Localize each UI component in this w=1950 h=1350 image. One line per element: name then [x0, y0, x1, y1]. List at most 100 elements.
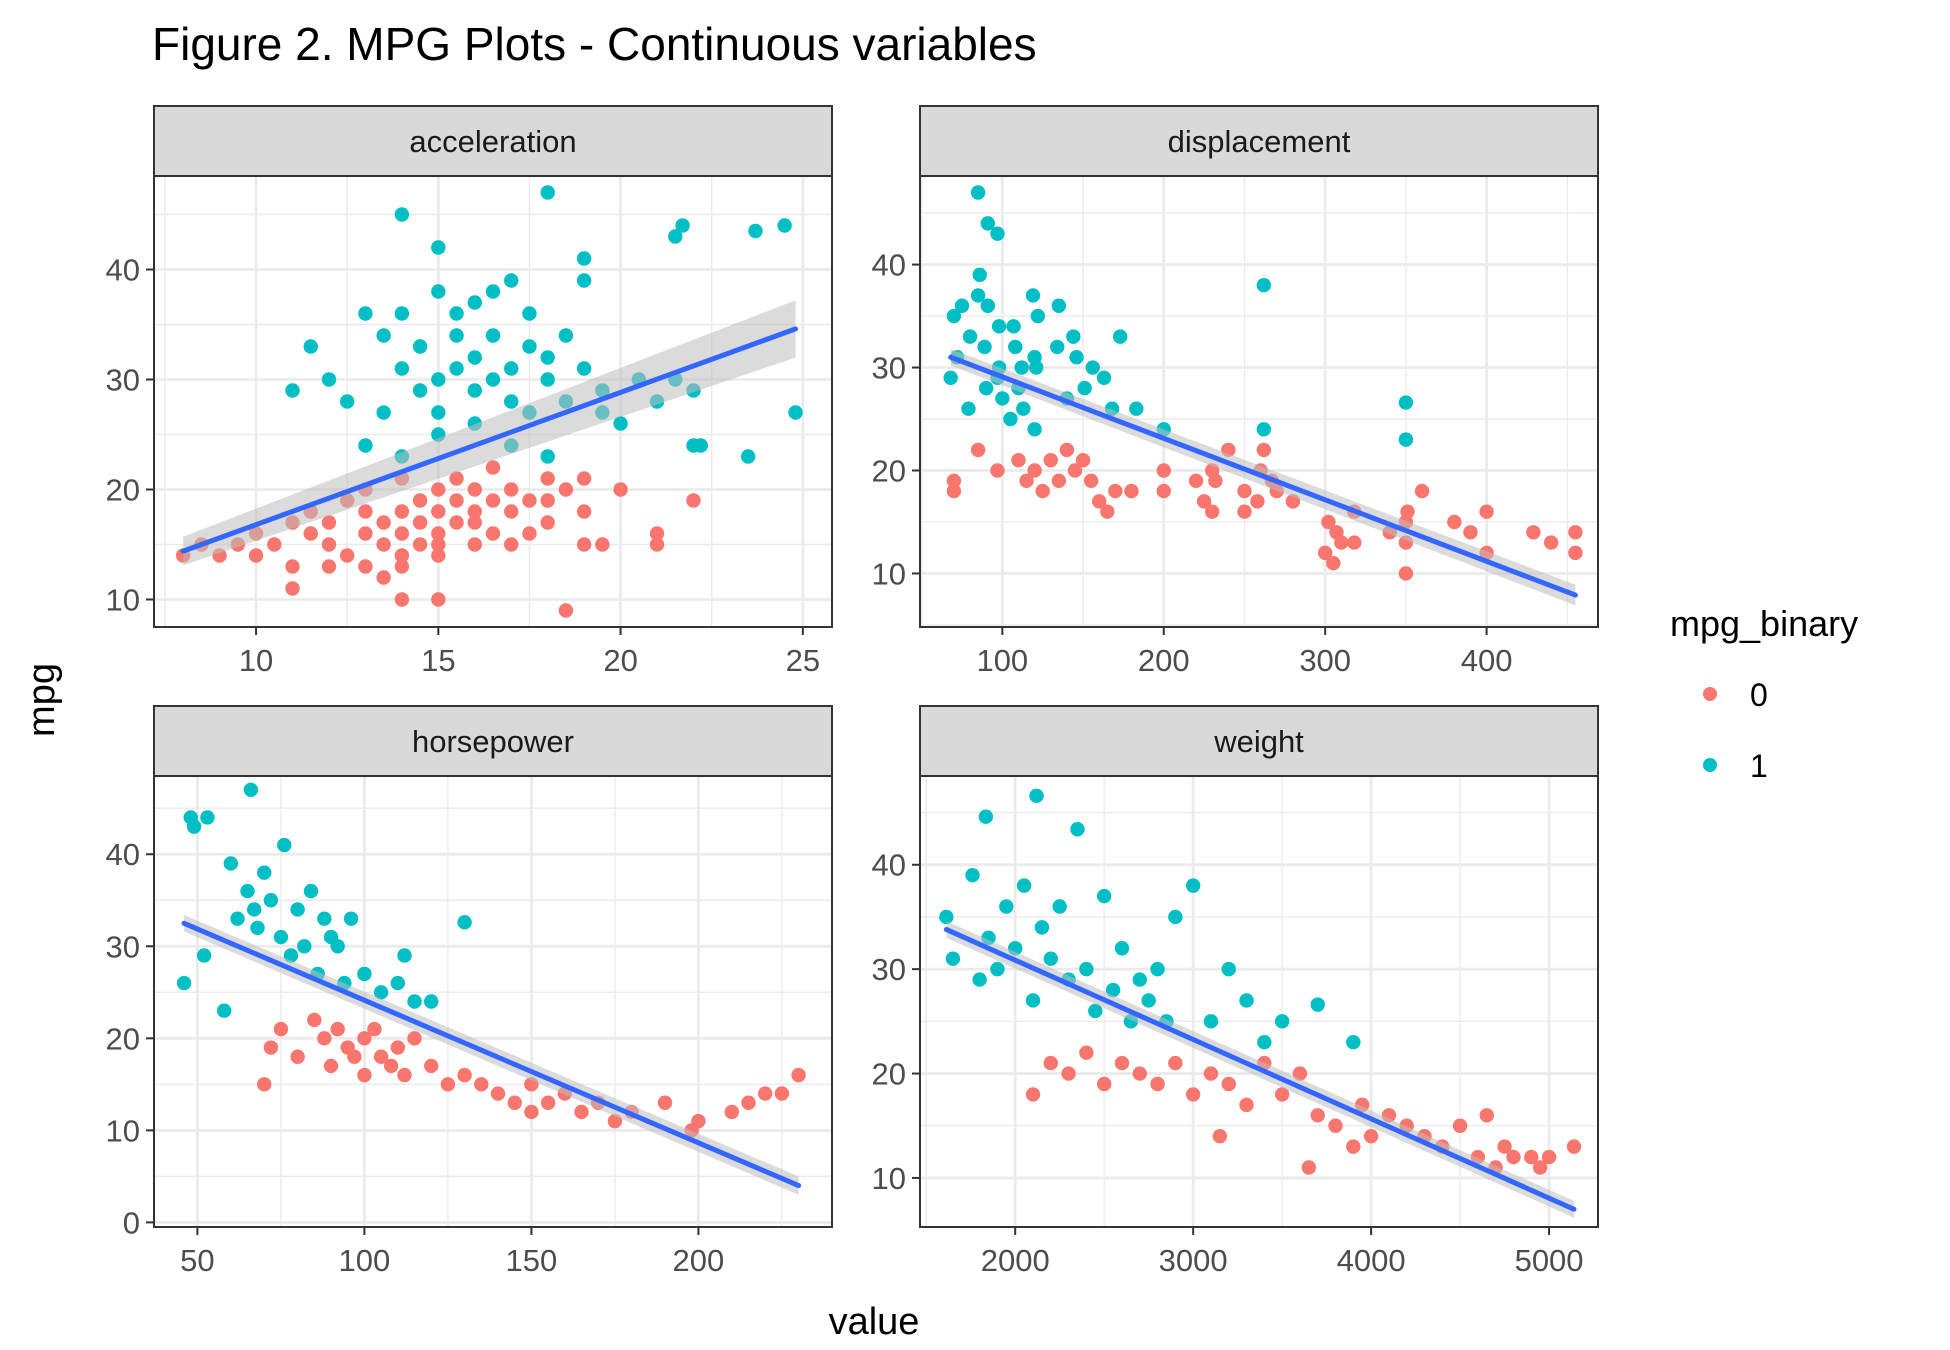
data-point-displacement-class-1 [1096, 370, 1112, 386]
data-point-displacement-class-1 [1027, 422, 1042, 437]
data-point-weight-class-0 [1566, 1139, 1582, 1154]
y-tick-label-acceleration: 20 [106, 473, 140, 508]
data-point-horsepower-class-0 [323, 1058, 339, 1074]
data-point-weight-class-1 [1088, 1003, 1103, 1019]
data-point-horsepower-class-0 [657, 1095, 673, 1110]
fit-line-weight [943, 926, 1577, 1212]
data-point-horsepower-class-1 [457, 915, 472, 930]
data-point-acceleration-class-0 [394, 504, 410, 519]
data-point-horsepower-class-0 [440, 1077, 456, 1092]
data-point-acceleration-class-0 [267, 537, 282, 552]
y-tick-label-horsepower: 20 [106, 1021, 140, 1056]
data-point-displacement-class-0 [1463, 525, 1478, 540]
data-point-weight-class-1 [1025, 993, 1041, 1008]
data-point-acceleration-class-1 [339, 394, 355, 409]
data-point-horsepower-class-0 [273, 1021, 289, 1037]
data-point-acceleration-class-1 [576, 361, 592, 376]
data-point-horsepower-class-0 [307, 1012, 322, 1028]
data-point-acceleration-class-0 [467, 504, 482, 519]
data-point-weight-class-1 [1203, 1014, 1219, 1029]
facet-strip-label-displacement: displacement [1168, 124, 1351, 159]
data-point-horsepower-class-0 [774, 1086, 790, 1101]
legend-key-0 [1703, 687, 1717, 701]
data-point-horsepower-class-0 [290, 1049, 305, 1064]
data-point-weight-class-1 [965, 867, 980, 883]
facet-strip-label-acceleration: acceleration [409, 124, 576, 159]
data-point-acceleration-class-0 [558, 603, 574, 618]
data-point-displacement-class-0 [990, 463, 1005, 478]
data-point-displacement-class-0 [1091, 494, 1107, 509]
fit-line-acceleration [180, 326, 799, 554]
data-point-acceleration-class-0 [412, 515, 428, 530]
data-point-weight-class-0 [1203, 1066, 1219, 1081]
data-point-acceleration-class-0 [467, 537, 482, 552]
fit-line-horsepower [181, 920, 802, 1189]
y-tick-label-weight: 40 [872, 848, 906, 883]
data-point-horsepower-class-1 [216, 1003, 232, 1018]
data-point-displacement-class-0 [1326, 555, 1341, 571]
y-tick-label-acceleration: 40 [106, 253, 140, 288]
data-point-acceleration-class-1 [376, 328, 391, 343]
data-point-acceleration-class-1 [558, 328, 574, 343]
fit-line-displacement [948, 354, 1578, 598]
y-tick-label-displacement: 40 [872, 248, 906, 283]
data-point-acceleration-class-0 [576, 504, 592, 519]
data-point-acceleration-class-0 [449, 493, 464, 508]
data-point-horsepower-class-0 [474, 1077, 489, 1092]
data-point-acceleration-class-1 [504, 273, 519, 288]
data-point-displacement-class-1 [1112, 329, 1128, 344]
panel-border-weight [919, 775, 1599, 1228]
data-point-displacement-class-0 [1051, 473, 1067, 488]
data-point-weight-class-1 [1034, 920, 1050, 935]
data-point-horsepower-class-1 [186, 819, 202, 834]
data-point-acceleration-class-0 [376, 537, 391, 552]
data-point-horsepower-class-0 [367, 1021, 382, 1037]
data-point-displacement-class-1 [990, 226, 1005, 241]
y-tick-label-acceleration: 30 [106, 363, 140, 398]
data-point-weight-class-0 [1221, 1076, 1236, 1092]
y-tick-label-acceleration: 10 [106, 583, 140, 618]
data-point-acceleration-class-0 [394, 526, 410, 541]
data-point-displacement-class-0 [946, 483, 962, 499]
data-point-weight-class-1 [945, 951, 961, 966]
data-point-displacement-class-1 [1050, 339, 1065, 355]
data-point-displacement-class-0 [1208, 473, 1223, 488]
data-point-acceleration-class-1 [431, 284, 446, 299]
data-point-acceleration-class-1 [431, 240, 446, 255]
panel-weight: weight 2000 3000 4000 5000 10 20 30 40 [872, 705, 1599, 1278]
data-point-displacement-class-0 [1237, 483, 1252, 499]
confidence-band-acceleration [183, 300, 796, 566]
data-point-horsepower-class-0 [424, 1058, 439, 1074]
panel-horsepower: horsepower 50 100 150 200 0 10 20 30 40 [106, 705, 833, 1278]
data-point-horsepower-class-1 [246, 902, 262, 917]
data-point-weight-class-0 [1363, 1128, 1379, 1144]
data-point-acceleration-class-1 [358, 306, 373, 321]
data-point-displacement-class-0 [1156, 483, 1171, 499]
data-point-displacement-class-0 [1204, 504, 1220, 519]
data-point-weight-class-1 [972, 972, 987, 987]
y-axis-title: mpg [21, 663, 63, 737]
data-point-displacement-class-0 [1568, 525, 1583, 540]
data-point-horsepower-class-0 [490, 1086, 506, 1101]
data-point-acceleration-class-1 [394, 361, 410, 376]
data-point-displacement-class-1 [991, 319, 1007, 334]
facet-strip-horsepower [153, 705, 833, 777]
data-point-displacement-class-1 [970, 288, 986, 303]
data-point-displacement-class-0 [1250, 494, 1265, 509]
data-point-horsepower-class-1 [303, 883, 319, 899]
data-point-horsepower-class-1 [357, 966, 372, 982]
data-point-displacement-class-1 [1129, 401, 1144, 416]
data-point-weight-class-0 [1301, 1160, 1317, 1175]
data-point-acceleration-class-0 [558, 482, 574, 497]
data-point-horsepower-class-0 [330, 1021, 345, 1037]
data-point-acceleration-class-1 [467, 350, 482, 365]
data-point-displacement-class-0 [946, 473, 962, 488]
data-point-displacement-class-1 [1051, 298, 1067, 313]
y-tick-label-weight: 20 [872, 1057, 906, 1092]
data-point-horsepower-class-1 [240, 883, 255, 899]
panel-border-horsepower [153, 775, 833, 1228]
data-point-horsepower-class-1 [273, 929, 289, 945]
data-point-horsepower-class-0 [540, 1095, 556, 1110]
y-tick-label-displacement: 20 [872, 453, 906, 488]
